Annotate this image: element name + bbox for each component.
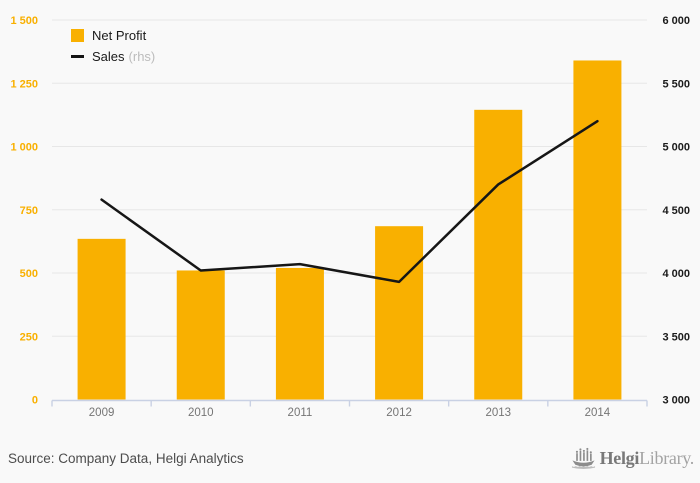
logo-text-library: Library. xyxy=(639,447,694,468)
left-axis-tick-label: 250 xyxy=(20,331,38,343)
helgi-library-logo[interactable]: HelgiLibrary. xyxy=(571,446,694,470)
x-axis-label-2010: 2010 xyxy=(188,407,214,419)
net-profit-sales-chart: 0 3 000 250 3 500 500 4 000 750 4 500 1 000 5 000… xyxy=(10,15,690,419)
viking-ship-icon xyxy=(571,447,595,470)
left-axis-tick-label: 500 xyxy=(20,268,38,280)
left-axis-tick-label: 1 250 xyxy=(10,78,38,90)
legend-label-sales-rhs: (rhs) xyxy=(128,48,156,64)
legend-label-sales: Sales xyxy=(92,48,125,64)
x-axis-label-2012: 2012 xyxy=(386,407,412,419)
logo-text: HelgiLibrary. xyxy=(599,447,695,469)
right-axis-tick-label: 6 000 xyxy=(662,15,690,27)
sales-line xyxy=(100,119,599,284)
right-axis-tick-label: 3 000 xyxy=(662,395,690,407)
x-axis-label-2011: 2011 xyxy=(288,407,313,419)
source-note: Source: Company Data, Helgi Analytics xyxy=(8,451,244,466)
left-axis-tick-label: 1 500 xyxy=(10,15,38,27)
x-axis-label-2009: 2009 xyxy=(89,407,115,419)
net-profit-bar-2009 xyxy=(77,238,126,400)
net-profit-bar-2013 xyxy=(474,109,523,400)
net-profit-bar-2011 xyxy=(275,267,324,400)
right-axis-tick-label: 5 000 xyxy=(662,142,690,154)
net-profit-bar-2014 xyxy=(573,60,622,400)
x-axis-label-2014: 2014 xyxy=(585,407,611,419)
x-axis-label-2013: 2013 xyxy=(485,407,511,419)
legend-item-sales: Sales (rhs) xyxy=(71,48,156,64)
legend-label-net-profit: Net Profit xyxy=(92,27,147,43)
net-profit-bar-2010 xyxy=(176,270,225,400)
legend: Net Profit Sales (rhs) xyxy=(71,27,156,64)
left-axis-tick-label: 0 xyxy=(32,395,38,407)
right-axis-tick-label: 3 500 xyxy=(662,331,690,343)
left-axis-tick-label: 750 xyxy=(20,205,38,217)
left-axis-tick-label: 1 000 xyxy=(10,142,38,154)
net-profit-swatch-icon xyxy=(71,28,84,42)
right-axis-tick-label: 4 000 xyxy=(662,268,690,280)
sales-line-swatch-icon xyxy=(71,54,84,58)
right-axis-tick-label: 5 500 xyxy=(662,78,690,90)
right-axis-tick-label: 4 500 xyxy=(662,205,690,217)
legend-item-net-profit: Net Profit xyxy=(71,27,155,43)
net-profit-bar-2012 xyxy=(375,226,424,400)
logo-text-helgi: Helgi xyxy=(599,447,640,468)
